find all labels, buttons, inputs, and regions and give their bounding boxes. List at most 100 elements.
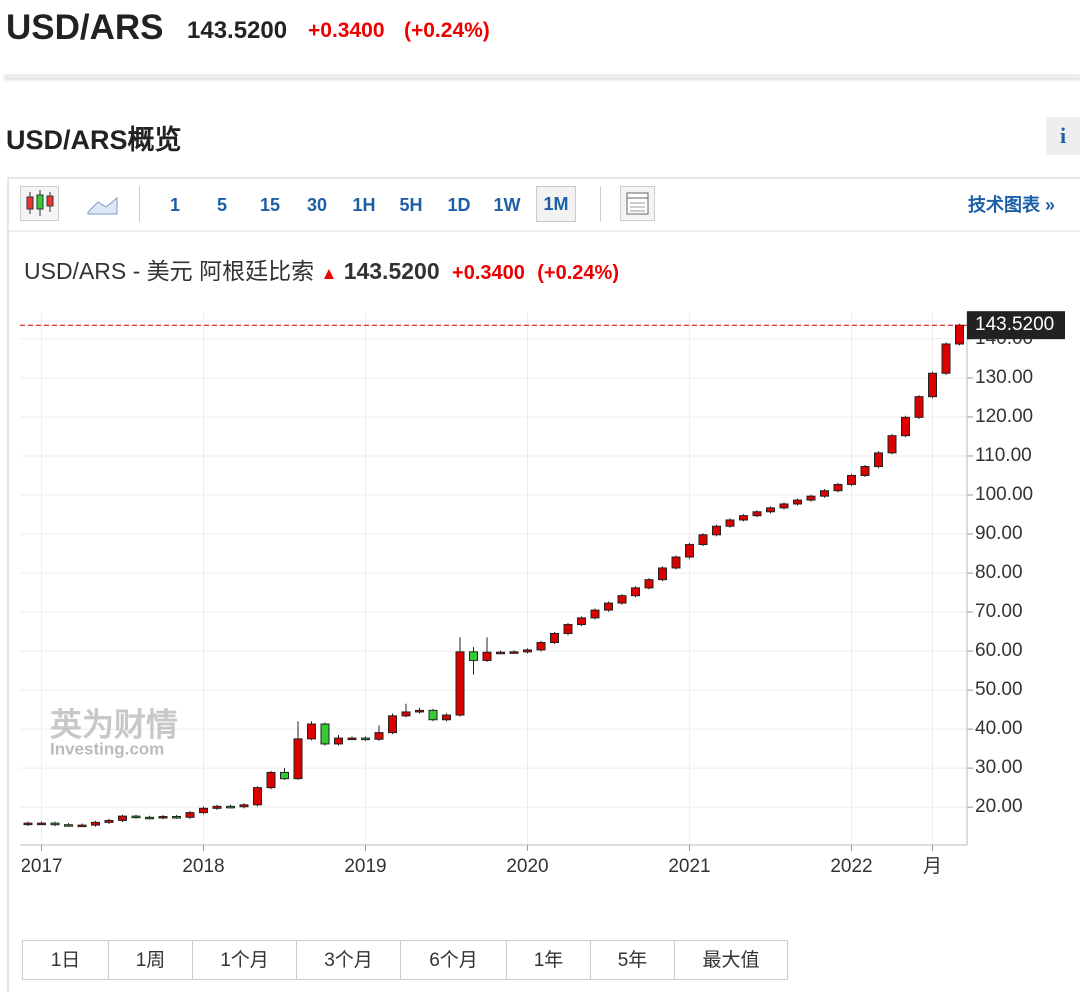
range-button[interactable]: 3个月 (296, 940, 401, 980)
chart-price: 143.5200 (343, 258, 440, 284)
candle-body (145, 816, 154, 820)
separator (4, 74, 1080, 78)
interval-button[interactable]: 15 (259, 195, 281, 215)
candle-body (239, 804, 249, 808)
price-badge-label: 143.5200 (975, 314, 1054, 335)
candle-body (172, 816, 181, 819)
change-pct: (+0.24%) (404, 19, 490, 42)
candle-body (347, 737, 357, 741)
interval-button[interactable]: 1M (536, 186, 576, 222)
y-tick-label: 130.00 (975, 367, 1033, 388)
candle-body (725, 519, 735, 527)
candle-body (185, 812, 195, 818)
price: 143.5200 (187, 17, 288, 44)
candle-body (604, 602, 613, 611)
range-button[interactable]: 1个月 (192, 940, 297, 980)
candle-body (739, 515, 748, 521)
chart-title-row: USD/ARS - 美元 阿根廷比索 ▲ 143.5200 +0.3400 (+… (24, 252, 619, 286)
range-button[interactable]: 1周 (108, 940, 193, 980)
candle-body (266, 771, 276, 789)
price-badge (967, 311, 1065, 340)
y-tick-label: 90.00 (975, 523, 1023, 544)
candle-body (118, 815, 127, 821)
candle-body (401, 711, 411, 717)
x-tick-label: 月 (923, 856, 942, 877)
y-tick-label: 100.00 (975, 484, 1033, 505)
x-tick-label: 2022 (830, 856, 872, 877)
candle-body (77, 824, 87, 828)
candle-body (469, 651, 478, 661)
candle-icon[interactable] (20, 186, 60, 222)
candle-body (698, 534, 708, 546)
info-button[interactable]: i (1046, 117, 1080, 155)
symbol: USD/ARS (6, 8, 164, 47)
candle-body (253, 787, 262, 806)
candle-body (779, 503, 789, 509)
x-tick-label: 2021 (668, 856, 710, 877)
candle-body (482, 651, 492, 661)
overview-title: USD/ARS概览 (6, 125, 182, 155)
chart-frame (7, 177, 1080, 992)
candle-body (428, 709, 438, 721)
candle-body (644, 579, 654, 589)
range-button[interactable]: 6个月 (400, 940, 507, 980)
interval-button[interactable]: 1D (447, 195, 471, 215)
candle-body (307, 723, 316, 740)
candle-body (50, 822, 60, 826)
candle-body (293, 738, 303, 780)
y-tick-label: 60.00 (975, 640, 1023, 661)
range-button[interactable]: 1年 (506, 940, 591, 980)
interval-button[interactable]: 30 (306, 195, 328, 215)
candle-body (536, 641, 546, 651)
x-tick-label: 2018 (182, 856, 224, 877)
candle-body (617, 595, 627, 604)
interval-button[interactable]: 1H (352, 195, 376, 215)
candle-body (212, 805, 222, 809)
interval-button[interactable]: 1 (169, 195, 180, 215)
candle-body (415, 709, 424, 713)
range-button[interactable]: 5年 (590, 940, 675, 980)
x-tick-label: 2019 (344, 856, 386, 877)
candle-body (23, 822, 33, 826)
candle-body (577, 617, 586, 626)
candle-body (941, 343, 951, 374)
y-tick-label: 110.00 (975, 445, 1032, 466)
candle-body (833, 483, 843, 492)
chart-change: +0.3400 (452, 262, 525, 284)
candle-body (455, 651, 465, 716)
candle-body (320, 723, 330, 745)
interval-button[interactable]: 1W (493, 195, 521, 215)
y-tick-label: 80.00 (975, 562, 1023, 583)
candle-body (766, 507, 775, 513)
candle-body (793, 499, 802, 505)
layout-icon[interactable] (620, 186, 656, 222)
interval-button[interactable]: 5 (216, 195, 227, 215)
candle-body (685, 544, 694, 558)
y-tick-label: 30.00 (975, 757, 1023, 778)
candle-body (820, 490, 829, 497)
range-button[interactable]: 最大值 (674, 940, 788, 980)
y-tick-label: 50.00 (975, 679, 1023, 700)
technical-link[interactable]: 技术图表 » (968, 195, 1056, 215)
candle-body (37, 822, 46, 826)
toolbar-sep (600, 186, 601, 222)
candle-body (509, 651, 519, 654)
area-icon[interactable] (86, 192, 120, 218)
candle-body (388, 715, 397, 734)
chart-change-pct: (+0.24%) (537, 262, 619, 284)
candle-body (523, 649, 532, 653)
y-tick-label: 20.00 (975, 796, 1023, 817)
candle-body (104, 819, 114, 823)
candle-body (631, 587, 640, 597)
candle-body (131, 815, 141, 819)
interval-button[interactable]: 5H (399, 195, 423, 215)
candle-body (64, 824, 73, 827)
y-tick-label: 120.00 (975, 406, 1033, 427)
candle-body (374, 732, 384, 740)
range-button[interactable]: 1日 (22, 940, 109, 980)
candle-body (590, 609, 600, 619)
candle-body (91, 821, 100, 826)
x-tick-label: 2017 (20, 856, 62, 877)
candle-body (442, 714, 451, 721)
